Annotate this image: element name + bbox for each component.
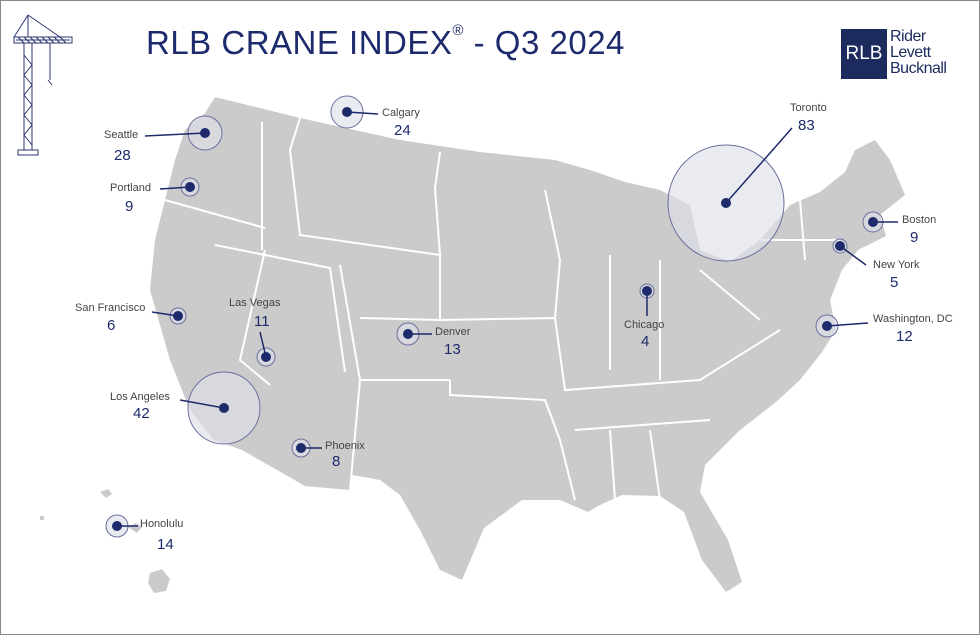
crane-count-seattle: 28 xyxy=(114,147,131,164)
city-name-boston: Boston xyxy=(902,214,937,226)
title-main: RLB CRANE INDEX xyxy=(146,24,453,61)
city-name-denver: Denver xyxy=(435,326,471,338)
crane-count-portland: 9 xyxy=(125,198,134,215)
registered-mark: ® xyxy=(452,22,464,39)
logo-line: Bucknall xyxy=(890,60,947,77)
title-period: - Q3 2024 xyxy=(463,24,625,61)
leader-line-calgary xyxy=(346,111,379,115)
city-dot-calgary xyxy=(342,107,352,117)
crane-icon xyxy=(13,14,73,156)
logo-wordmark: Rider Levett Bucknall xyxy=(890,28,947,79)
crane-count-denver: 13 xyxy=(444,341,461,358)
city-name-las-vegas: Las Vegas xyxy=(229,297,281,309)
page-title: RLB CRANE INDEX® - Q3 2024 xyxy=(146,22,625,62)
crane-count-honolulu: 14 xyxy=(157,536,174,553)
rlb-logo: RLB Rider Levett Bucknall xyxy=(841,28,947,79)
state-borders xyxy=(164,117,840,501)
city-dot-portland xyxy=(185,182,195,192)
city-name-san-francisco: San Francisco xyxy=(75,302,146,314)
leader-line-washington-dc xyxy=(826,322,869,327)
leader-line-new-york xyxy=(839,245,867,266)
city-name-new-york: New York xyxy=(873,259,920,271)
city-name-phoenix: Phoenix xyxy=(325,440,365,452)
leader-line-portland xyxy=(159,186,191,190)
logo-abbr: RLB xyxy=(841,29,887,79)
crane-count-boston: 9 xyxy=(910,229,919,246)
city-dot-new-york xyxy=(835,241,845,251)
city-name-seattle: Seattle xyxy=(104,129,139,141)
city-dot-phoenix xyxy=(296,443,306,453)
logo-line: Rider xyxy=(890,28,926,45)
crane-count-calgary: 24 xyxy=(394,122,411,139)
city-dot-san-francisco xyxy=(173,311,183,321)
city-dot-honolulu xyxy=(112,521,122,531)
crane-count-las-vegas: 11 xyxy=(254,313,270,330)
crane-count-toronto: 83 xyxy=(798,117,815,134)
city-name-calgary: Calgary xyxy=(382,107,420,119)
crane-count-new-york: 5 xyxy=(890,274,899,291)
crane-count-chicago: 4 xyxy=(641,333,650,350)
city-dot-denver xyxy=(403,329,413,339)
city-dot-los-angeles xyxy=(219,403,229,413)
leader-line-toronto xyxy=(725,127,793,204)
crane-count-washington-dc: 12 xyxy=(896,328,913,345)
city-dot-las-vegas xyxy=(261,352,271,362)
crane-count-phoenix: 8 xyxy=(332,453,341,470)
city-dot-chicago xyxy=(642,286,652,296)
city-dot-washington-dc xyxy=(822,321,832,331)
leader-line-seattle xyxy=(144,132,206,137)
leader-line-los-angeles xyxy=(179,399,225,409)
city-dot-toronto xyxy=(721,198,731,208)
crane-count-los-angeles: 42 xyxy=(133,405,150,422)
city-name-washington-dc: Washington, DC xyxy=(873,313,953,325)
city-name-los-angeles: Los Angeles xyxy=(110,391,170,403)
city-name-toronto: Toronto xyxy=(790,102,827,114)
city-dot-boston xyxy=(868,217,878,227)
land-mass xyxy=(40,97,905,593)
city-dot-seattle xyxy=(200,128,210,138)
city-name-honolulu: Honolulu xyxy=(140,518,184,530)
city-name-chicago: Chicago xyxy=(624,319,665,331)
city-markers xyxy=(105,95,898,538)
logo-line: Levett xyxy=(890,44,931,61)
crane-count-san-francisco: 6 xyxy=(107,317,116,334)
city-name-portland: Portland xyxy=(110,182,151,194)
